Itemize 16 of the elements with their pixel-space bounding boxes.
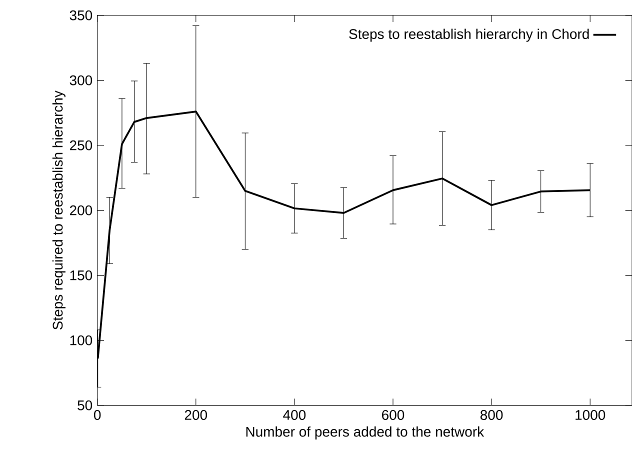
x-axis-title: Number of peers added to the network	[246, 426, 484, 440]
y-tick-label: 350	[70, 10, 92, 20]
x-tick-label: 0	[94, 410, 101, 420]
y-tick-label: 100	[70, 335, 92, 346]
x-tick-label: 800	[480, 410, 503, 420]
y-tick-label: 200	[70, 205, 92, 216]
y-tick-label: 300	[70, 75, 92, 86]
x-tick-label: 200	[184, 410, 208, 420]
y-tick-label: 150	[70, 270, 92, 280]
x-tick-label: 1000	[576, 410, 606, 420]
x-tick-label: 400	[283, 410, 306, 420]
legend-label: Steps to reestablish hierarchy in Chord	[349, 28, 589, 42]
y-tick-label: 50	[78, 400, 92, 410]
y-axis-title: Steps required to reestablish hierarchy	[52, 90, 66, 330]
y-tick-label: 250	[70, 140, 92, 150]
x-tick-label: 600	[382, 410, 404, 420]
